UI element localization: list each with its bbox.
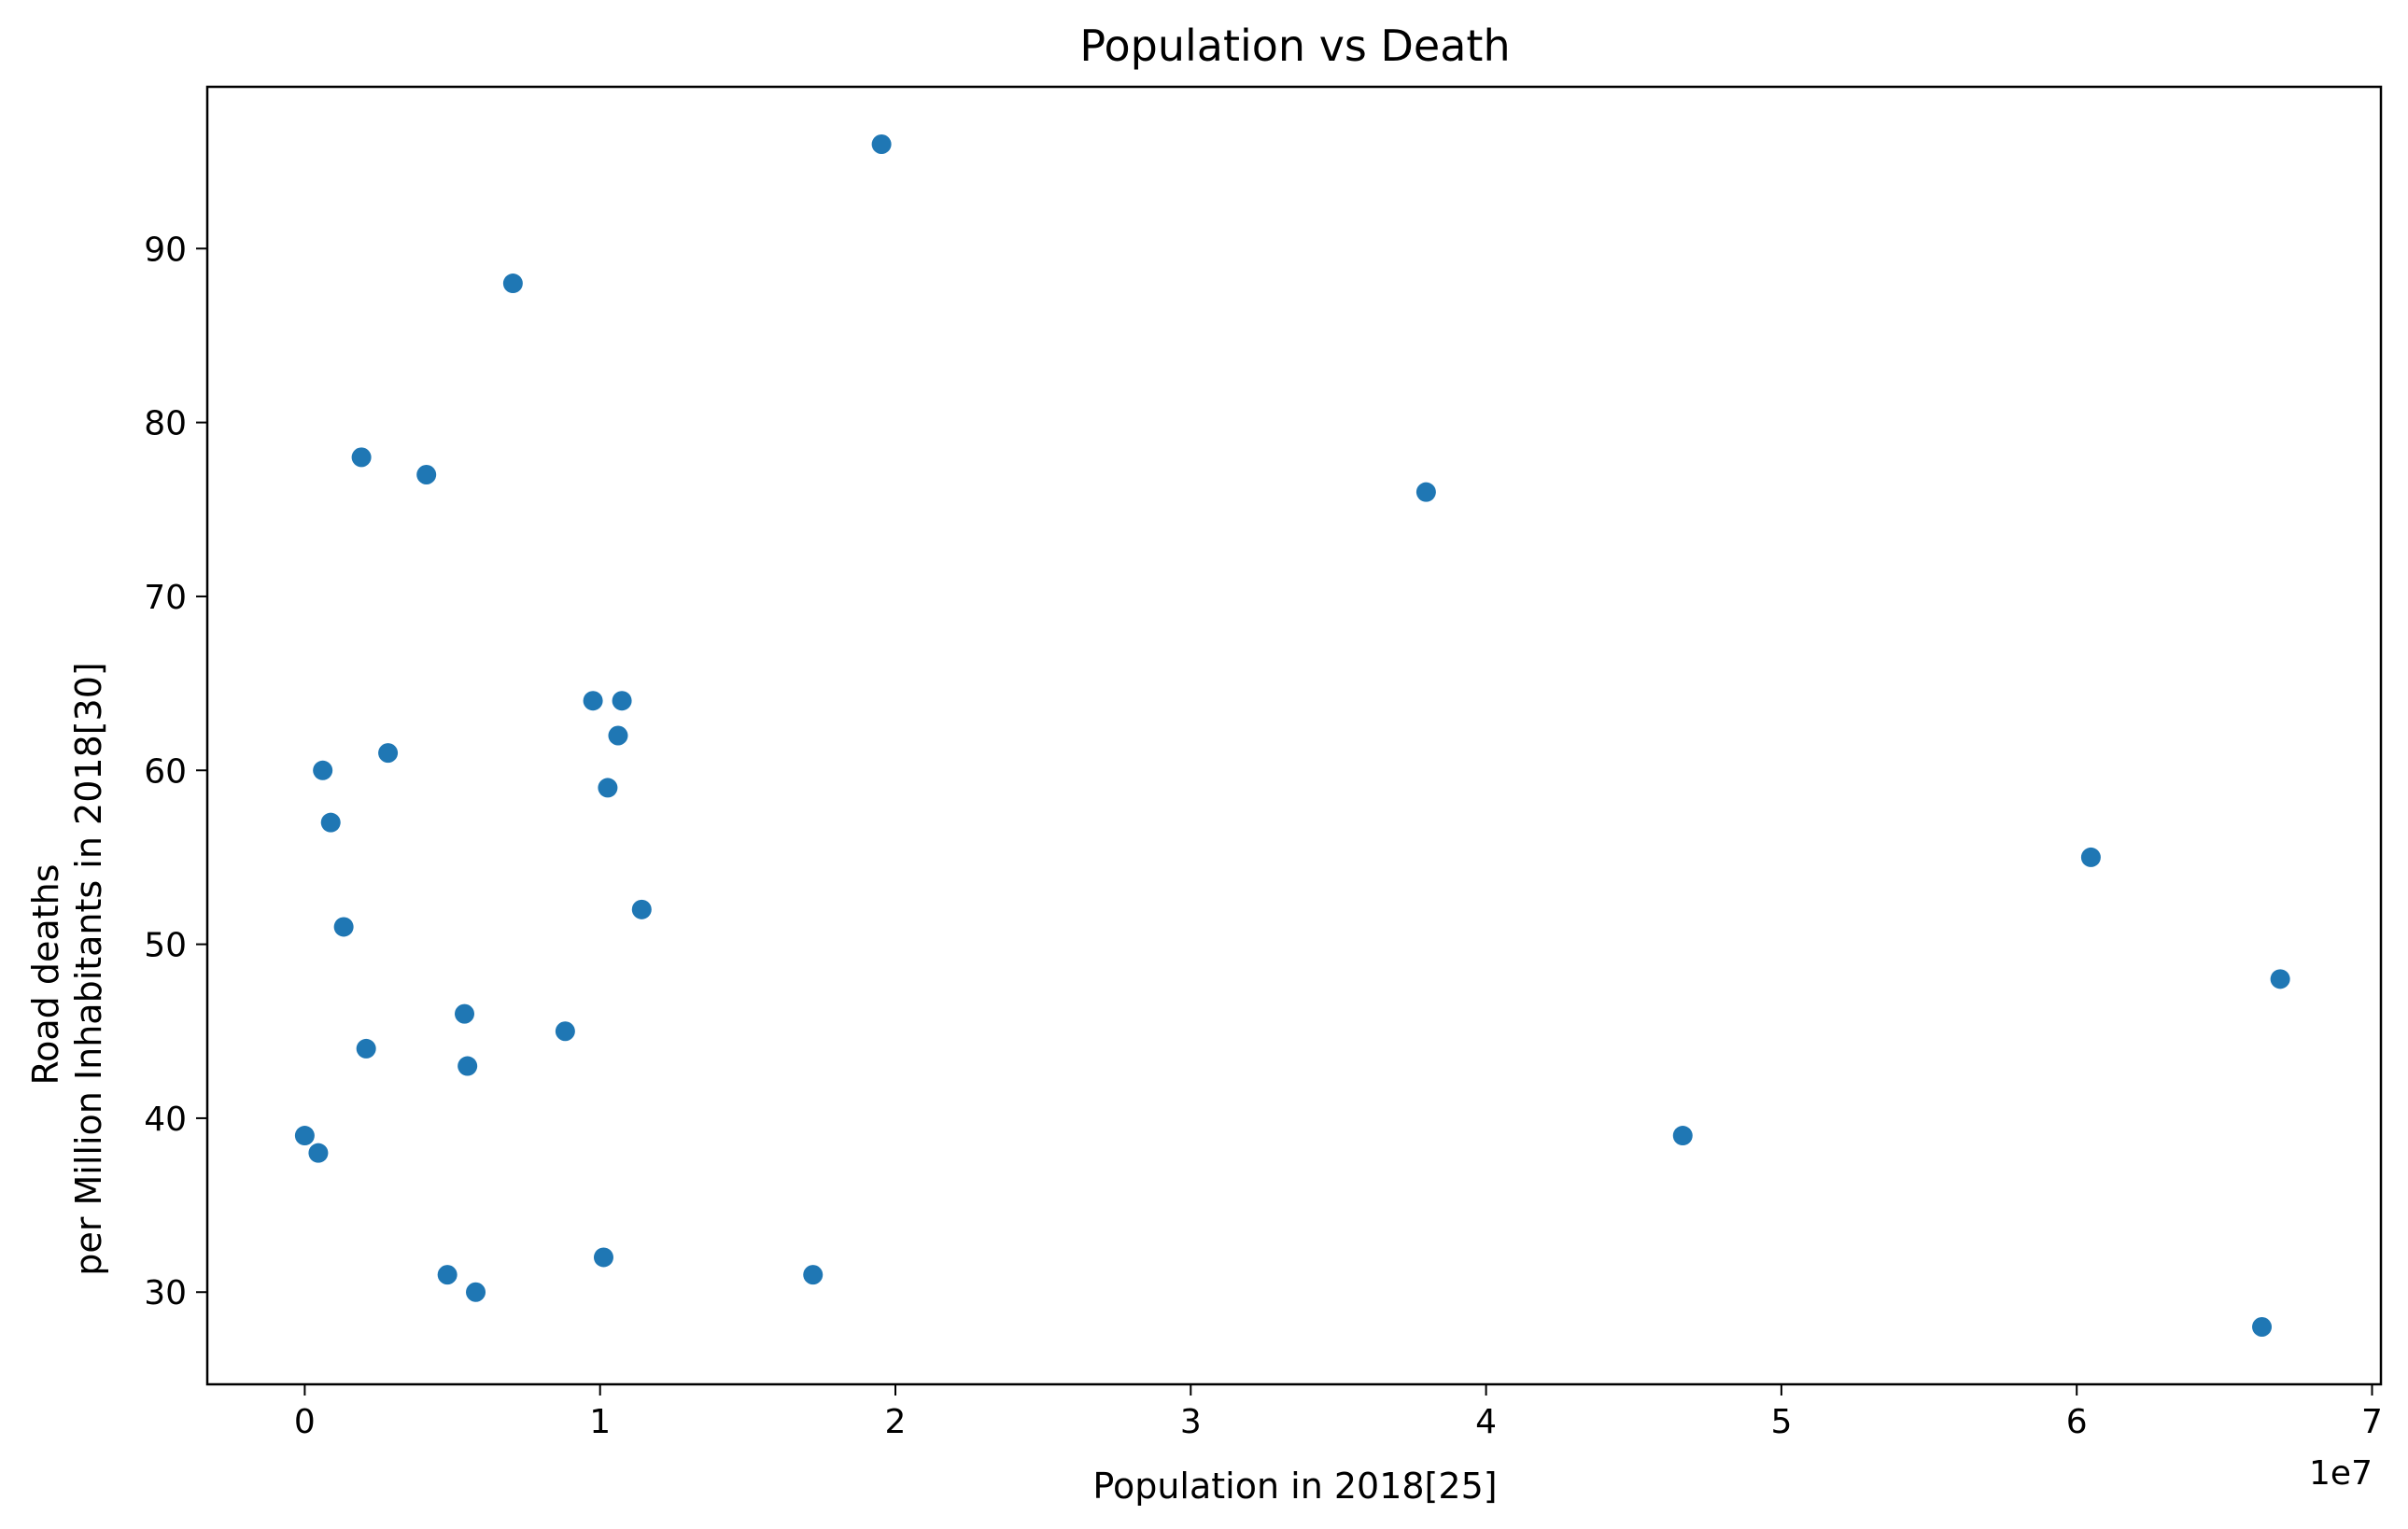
- y-tick-label: 70: [144, 579, 187, 617]
- data-point: [583, 691, 603, 711]
- data-point: [294, 1126, 315, 1146]
- data-point: [313, 760, 333, 780]
- data-point: [378, 743, 399, 764]
- data-point: [803, 1265, 824, 1285]
- y-tick-label: 40: [144, 1101, 187, 1139]
- x-tick-label: 2: [885, 1403, 907, 1441]
- data-point: [333, 917, 354, 937]
- x-tick-label: 3: [1180, 1403, 1202, 1441]
- data-point: [458, 1056, 478, 1076]
- y-tick-label: 50: [144, 927, 187, 965]
- data-point: [2270, 969, 2290, 989]
- data-point: [555, 1021, 575, 1042]
- data-point: [608, 725, 628, 746]
- y-tick-label: 30: [144, 1274, 187, 1312]
- data-point: [631, 899, 652, 919]
- x-tick-label: 5: [1770, 1403, 1792, 1441]
- y-tick-label: 60: [144, 752, 187, 791]
- x-tick-label: 4: [1475, 1403, 1497, 1441]
- y-axis-label-line-2: per Million Inhabitants in 2018[30]: [68, 662, 109, 1275]
- data-point: [1672, 1126, 1693, 1146]
- chart-title: Population vs Death: [1079, 21, 1510, 71]
- x-tick-label: 6: [2066, 1403, 2088, 1441]
- x-tick-label: 1: [589, 1403, 611, 1441]
- x-axis-label: Population in 2018[25]: [1092, 1466, 1497, 1507]
- y-axis-label-line-1: Road deaths: [25, 864, 66, 1086]
- y-tick-label: 90: [144, 231, 187, 269]
- y-tick-label: 80: [144, 405, 187, 443]
- data-point: [2252, 1317, 2273, 1338]
- data-point: [308, 1143, 329, 1163]
- y-axis-label: Road deaths per Million Inhabitants in 2…: [25, 662, 109, 1275]
- data-point: [466, 1282, 486, 1302]
- data-point: [593, 1247, 613, 1268]
- data-point: [356, 1038, 376, 1059]
- data-point: [612, 691, 632, 711]
- data-point: [2080, 847, 2101, 867]
- data-point: [598, 778, 618, 798]
- data-point: [502, 274, 523, 294]
- data-point: [455, 1003, 475, 1024]
- x-axis-offset-label: 1e7: [2309, 1454, 2373, 1493]
- data-point: [871, 133, 892, 154]
- x-tick-label: 7: [2361, 1403, 2383, 1441]
- axes-frame: [205, 85, 2383, 1386]
- plot-area: 0 1 2 3 4 5 6 7 30 40 50 60 70 80 90: [144, 85, 2383, 1441]
- data-point: [320, 812, 341, 833]
- data-point: [351, 447, 372, 468]
- data-point: [416, 465, 437, 485]
- data-point: [1415, 482, 1436, 502]
- data-point: [437, 1265, 458, 1285]
- x-tick-label: 0: [294, 1403, 316, 1441]
